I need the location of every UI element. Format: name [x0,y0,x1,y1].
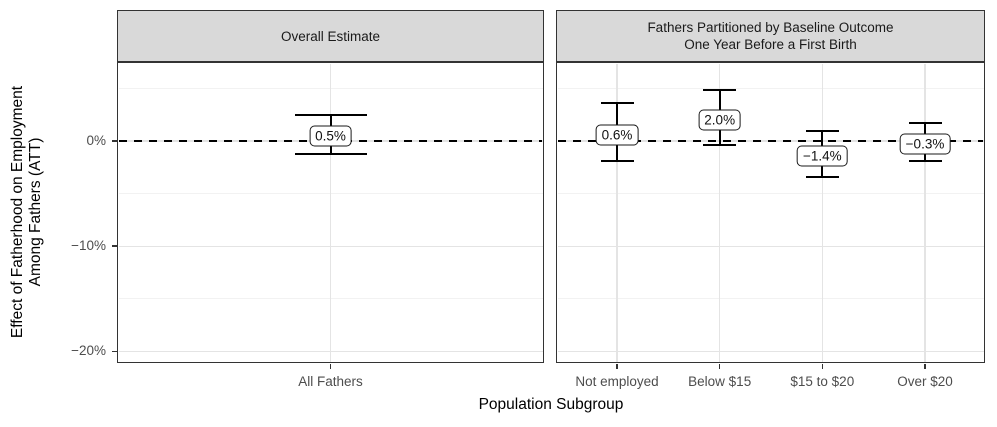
estimate-label: 0.5% [309,125,352,147]
facet-strip-title-line: Fathers Partitioned by Baseline Outcome [647,20,894,35]
zero-reference-line [558,139,983,142]
error-bar-cap-lower [703,144,737,147]
y-axis-title-line2: Among Fathers (ATT) [27,137,44,287]
estimate-label: 0.6% [595,124,639,146]
facet-strip-title-line: One Year Before a First Birth [684,37,857,52]
estimate-label: −1.4% [796,145,848,167]
error-bar-cap-upper [600,102,634,105]
error-bar-cap-upper [908,122,942,125]
x-tick-mark [718,363,721,369]
gridline-x [329,63,332,362]
error-bar-cap-lower [805,175,839,178]
x-axis-title: Population Subgroup [478,396,624,413]
y-axis-title-line1: Effect of Fatherhood on Employment [9,85,26,339]
estimate-label: 2.0% [698,109,742,131]
x-tick-label: Below $15 [688,374,752,389]
x-tick-mark [329,363,332,369]
gridline-minor-y [557,193,984,195]
error-bar-cap-upper [294,113,367,116]
gridline-minor-y [557,298,984,300]
gridline-x [616,63,618,362]
error-bar-cap-upper [703,89,737,92]
gridline-major-y [557,245,984,247]
gridline-major-y [557,350,984,352]
x-tick-label: Not employed [575,374,659,389]
x-tick-label: $15 to $20 [790,374,855,389]
y-axis-title: Effect of Fatherhood on Employment Among… [9,86,45,338]
y-tick-label: −10% [71,238,106,254]
x-tick-mark [924,363,926,369]
x-tick-label: Over $20 [897,374,953,389]
gridline-x [719,63,721,362]
gridline-x [924,63,926,362]
gridline-minor-y [557,87,984,89]
facet-strip: Fathers Partitioned by Baseline Outcome O… [556,10,985,62]
y-tick-mark [111,350,117,353]
error-bar-cap-lower [600,159,634,162]
x-tick-mark [821,363,824,369]
x-tick-label: All Fathers [298,374,363,389]
facet-strip-title-line: Overall Estimate [280,28,381,44]
error-bar-cap-lower [294,152,367,155]
y-tick-mark [111,140,117,142]
y-tick-label: 0% [86,132,106,148]
facet-strip: Overall Estimate [117,10,544,62]
estimate-label: −0.3% [899,133,951,155]
gridline-x [821,63,823,362]
y-tick-mark [111,245,117,247]
error-bar-cap-lower [908,159,942,162]
x-tick-mark [616,363,618,369]
y-tick-label: −20% [71,343,106,359]
error-bar-cap-upper [805,130,839,133]
panel-background [556,62,985,363]
